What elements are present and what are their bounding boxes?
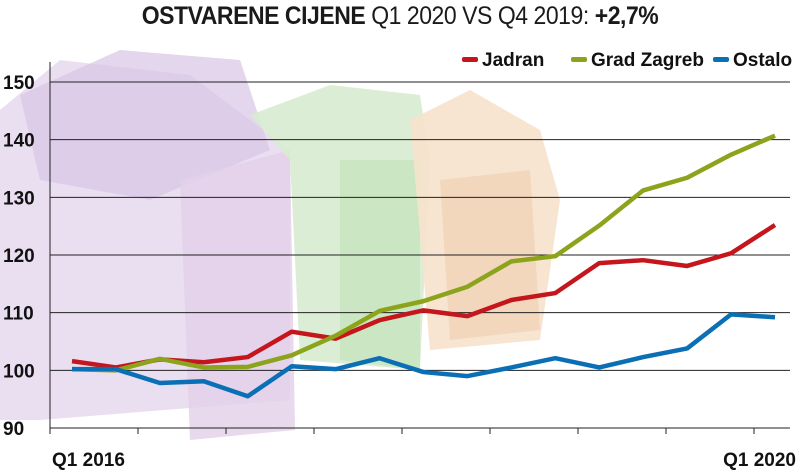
- y-tick-label: 90: [3, 419, 24, 440]
- x-tick-label: Q1 2020: [723, 450, 796, 471]
- title-change: +2,7%: [594, 2, 659, 30]
- legend-swatch: [462, 57, 478, 62]
- legend-label: Grad Zagreb: [591, 50, 704, 71]
- legend-label: Jadran: [482, 50, 544, 71]
- legend-swatch: [571, 57, 587, 62]
- y-tick-label: 130: [3, 188, 35, 209]
- y-tick-label: 140: [3, 131, 35, 152]
- chart-title: OSTVARENE CIJENE Q1 2020 VS Q4 2019: +2,…: [32, 2, 768, 31]
- y-tick-label: 150: [3, 73, 35, 94]
- title-period: Q1 2020 VS Q4 2019:: [371, 2, 589, 30]
- title-bold: OSTVARENE CIJENE: [141, 2, 366, 30]
- y-tick-label: 110: [3, 304, 34, 325]
- y-tick-label: 120: [3, 246, 35, 267]
- background-banknote-houses: [0, 50, 560, 440]
- legend-label: Ostalo: [733, 50, 792, 71]
- x-tick-label: Q1 2016: [52, 450, 125, 471]
- y-tick-label: 100: [3, 361, 35, 382]
- legend-swatch: [713, 57, 729, 62]
